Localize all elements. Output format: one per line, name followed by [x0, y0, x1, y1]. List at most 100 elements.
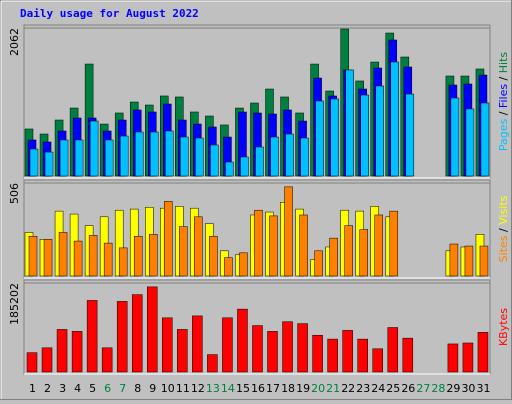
bar — [449, 243, 459, 277]
bar — [237, 308, 248, 373]
bar — [360, 94, 369, 177]
y-tick-label: 185202 — [8, 283, 21, 325]
bar — [300, 137, 309, 177]
bar — [134, 131, 144, 177]
x-tick-label: 16 — [251, 382, 265, 395]
bar — [479, 245, 489, 277]
legend-entry: KBytes — [497, 308, 510, 346]
y-tick-label: 506 — [8, 183, 21, 204]
x-tick-label: 1 — [29, 382, 36, 395]
legend-entry: Hits — [497, 52, 510, 74]
bar — [162, 317, 173, 373]
bar — [131, 294, 143, 373]
bar — [462, 342, 474, 373]
bar — [315, 100, 324, 177]
bar — [344, 225, 353, 277]
bar — [282, 321, 293, 373]
bar — [43, 238, 53, 277]
bar — [207, 354, 218, 373]
bar — [209, 236, 218, 277]
bar — [29, 148, 39, 177]
x-tick-label: 19 — [296, 382, 310, 395]
x-tick-label: 3 — [59, 382, 66, 395]
x-tick-label: 13 — [206, 382, 220, 395]
bar — [345, 69, 354, 177]
bar — [374, 214, 383, 277]
x-tick-label: 17 — [266, 382, 280, 395]
bar — [357, 338, 368, 373]
bar — [342, 330, 353, 373]
x-tick-label: 9 — [149, 382, 156, 395]
bar — [224, 257, 233, 277]
x-tick-label: 8 — [134, 382, 141, 395]
x-tick-label: 20 — [311, 382, 325, 395]
bar — [297, 323, 308, 373]
bar — [255, 146, 264, 177]
legend-separator: / — [497, 108, 510, 119]
bar — [239, 252, 248, 277]
bar — [179, 226, 188, 277]
x-tick-label: 5 — [89, 382, 96, 395]
bar — [86, 300, 98, 373]
bar — [164, 201, 173, 277]
bar — [285, 133, 294, 177]
bar — [387, 327, 399, 373]
bar — [89, 120, 99, 177]
bar — [194, 216, 203, 277]
bar — [477, 332, 489, 373]
bar — [330, 98, 339, 177]
bar — [74, 139, 84, 177]
bar — [165, 130, 174, 177]
bar — [465, 108, 475, 177]
x-tick-label: 12 — [191, 382, 205, 395]
bar — [116, 301, 128, 373]
legend-entry: Pages — [497, 119, 510, 152]
bar — [314, 250, 323, 277]
bar — [41, 347, 53, 373]
bar — [327, 338, 338, 373]
x-tick-label: 24 — [371, 382, 385, 395]
bar — [195, 137, 204, 177]
bar — [71, 331, 83, 373]
bar — [104, 139, 114, 177]
bar — [101, 347, 113, 373]
bar — [267, 331, 278, 373]
legend: Sites / Visits — [497, 195, 510, 262]
legend-entry: Visits — [497, 195, 510, 224]
y-tick-label: 2062 — [8, 28, 21, 56]
bar — [58, 232, 68, 277]
bar — [270, 136, 279, 177]
x-tick-label: 28 — [431, 382, 445, 395]
bar — [240, 156, 249, 177]
bar — [59, 139, 69, 177]
x-tick-label: 6 — [104, 382, 111, 395]
bar — [269, 215, 278, 277]
bar — [119, 135, 129, 177]
bar — [299, 214, 308, 277]
x-tick-label: 11 — [176, 382, 190, 395]
x-tick-label: 23 — [356, 382, 370, 395]
x-tick-label: 30 — [461, 382, 475, 395]
bar — [133, 236, 143, 277]
x-tick-label: 22 — [341, 382, 355, 395]
bar — [312, 334, 323, 373]
x-tick-label: 27 — [416, 382, 430, 395]
bar — [222, 317, 233, 373]
bar — [284, 186, 293, 277]
bar — [464, 245, 474, 277]
bar — [26, 352, 38, 373]
legend-separator: / — [497, 73, 510, 84]
x-tick-label: 29 — [446, 382, 460, 395]
legend-entry: Sites — [497, 235, 510, 262]
bar — [44, 151, 54, 177]
x-tick-label: 31 — [476, 382, 490, 395]
bar — [225, 161, 234, 177]
x-tick-label: 14 — [221, 382, 235, 395]
bar — [375, 85, 384, 177]
bar — [150, 131, 159, 177]
x-tick-label: 21 — [326, 382, 340, 395]
x-tick-label: 15 — [236, 382, 250, 395]
bar — [402, 337, 414, 373]
